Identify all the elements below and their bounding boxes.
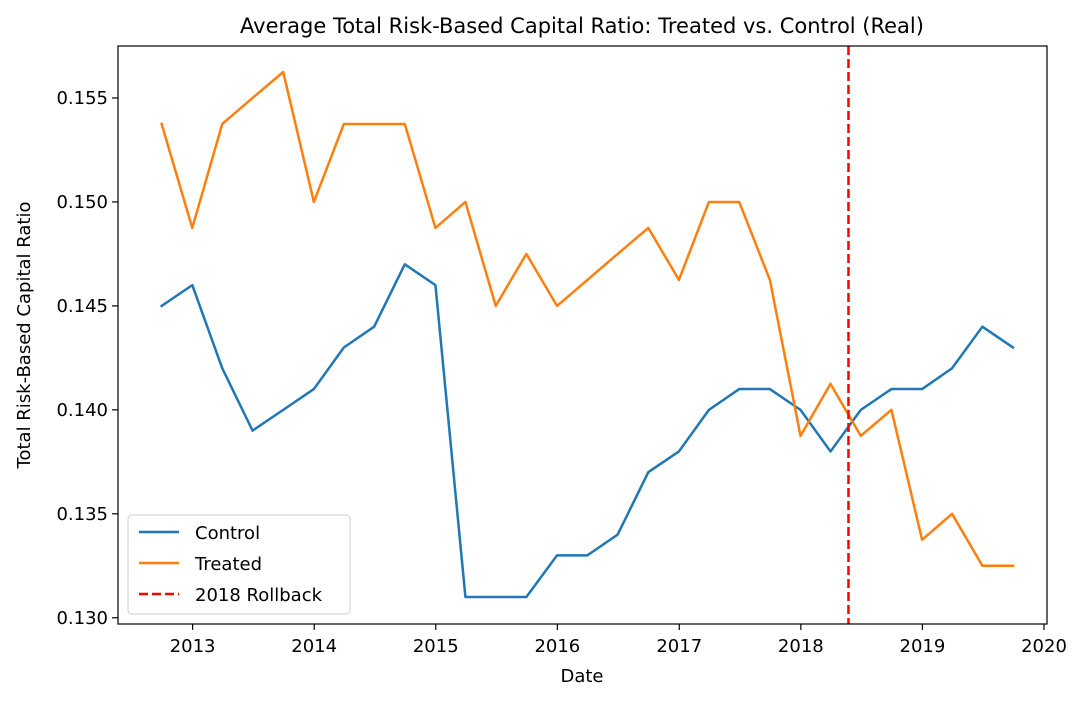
y-tick-label-0.150: 0.150 bbox=[56, 192, 108, 213]
legend-box bbox=[127, 514, 351, 615]
axes-frame bbox=[117, 45, 1048, 625]
legend-entry-control: Control bbox=[139, 523, 260, 544]
legend-label-treated: Treated bbox=[194, 554, 262, 575]
series-layer bbox=[159, 70, 1015, 599]
x-axis-label: Date bbox=[560, 666, 603, 687]
x-axis: 2013 2014 2015 2016 2017 2018 2019 2020 bbox=[170, 624, 1067, 657]
x-tick-label-2019: 2019 bbox=[900, 636, 946, 657]
legend-entry-rollback: 2018 Rollback bbox=[139, 585, 323, 606]
y-axis: 0.130 0.135 0.140 0.145 0.150 0.155 bbox=[56, 88, 118, 629]
x-tick-label-2020: 2020 bbox=[1021, 636, 1067, 657]
x-tick-label-2017: 2017 bbox=[656, 636, 702, 657]
series-line-treated bbox=[160, 70, 1015, 568]
y-tick-label-0.145: 0.145 bbox=[56, 296, 108, 317]
x-tick-label-2018: 2018 bbox=[778, 636, 824, 657]
legend-label-rollback: 2018 Rollback bbox=[195, 585, 323, 606]
y-axis-label: Total Risk-Based Capital Ratio bbox=[14, 202, 35, 470]
x-tick-label-2014: 2014 bbox=[291, 636, 337, 657]
y-tick-label-0.140: 0.140 bbox=[56, 400, 108, 421]
chart-title: Average Total Risk-Based Capital Ratio: … bbox=[240, 14, 924, 38]
y-tick-label-0.135: 0.135 bbox=[56, 504, 108, 525]
plot-area bbox=[117, 45, 1048, 625]
x-tick-label-2016: 2016 bbox=[534, 636, 580, 657]
x-tick-label-2015: 2015 bbox=[413, 636, 459, 657]
y-tick-label-0.155: 0.155 bbox=[56, 88, 108, 109]
legend: Control Treated 2018 Rollback bbox=[127, 514, 351, 615]
x-tick-label-2013: 2013 bbox=[170, 636, 216, 657]
legend-entry-treated: Treated bbox=[139, 554, 262, 575]
y-tick-label-0.130: 0.130 bbox=[56, 608, 108, 629]
legend-label-control: Control bbox=[195, 523, 260, 544]
series-line-control bbox=[159, 263, 1015, 599]
